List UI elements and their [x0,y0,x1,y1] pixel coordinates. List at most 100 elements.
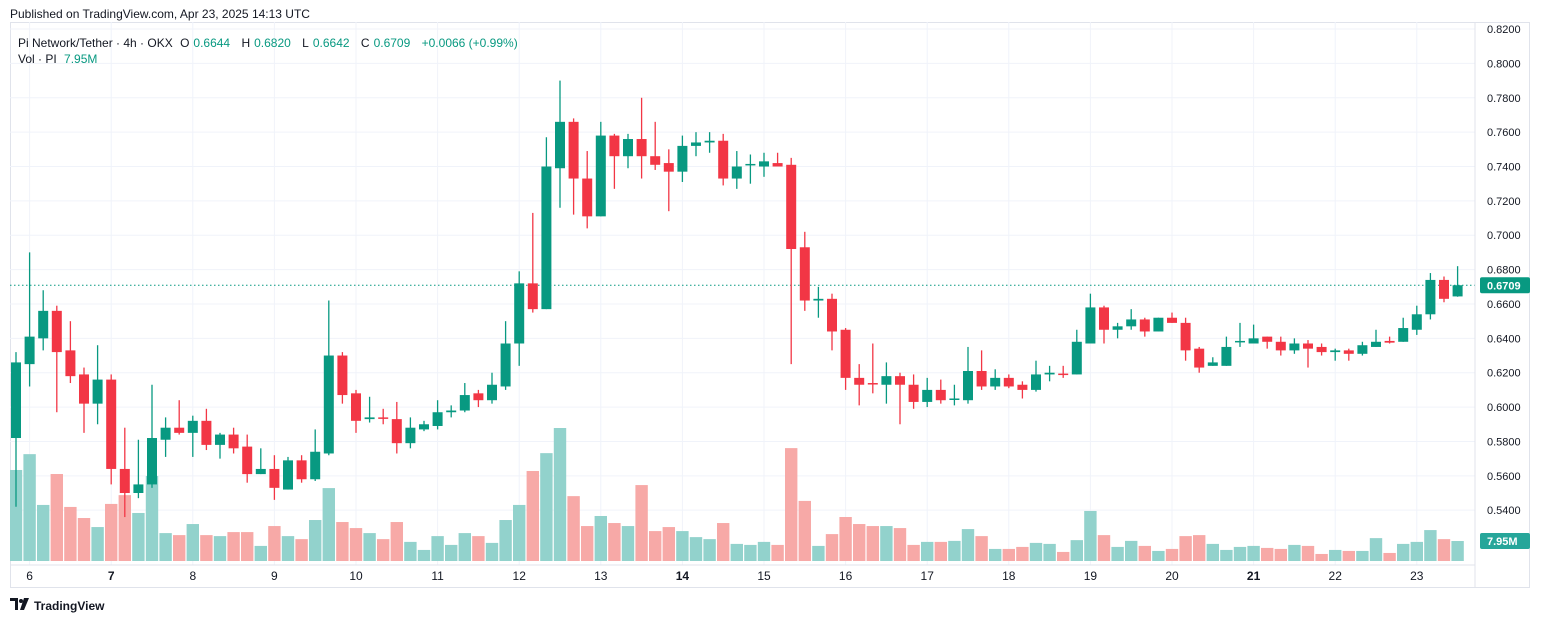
candle [609,133,620,189]
candle [568,118,579,215]
candle-body [1058,373,1069,376]
candle [636,97,647,179]
candle [595,121,606,217]
volume-bar [1097,535,1111,561]
candle [1289,338,1300,354]
volume-bar [1165,548,1179,561]
tradingview-footer[interactable]: TradingView [10,598,104,613]
candle-body [1452,285,1463,297]
candle [201,408,212,451]
candle [500,321,511,390]
candle [391,401,402,454]
candle-body [459,395,470,411]
volume-bar [1329,549,1342,561]
open-number: 0.6644 [193,36,231,50]
candle-body [527,283,538,310]
candle-body [745,163,756,166]
candle [1248,324,1259,344]
price-tick-label: 0.6400 [1487,333,1521,345]
candle [759,152,769,177]
volume-bar [336,522,349,561]
candle-body [623,139,633,157]
grid-lines [10,22,1475,565]
symbol-label[interactable]: Pi Network/Tether · 4h · OKX [18,36,173,50]
close-number: 0.6709 [373,36,411,50]
candle [65,321,76,384]
candlestick-chart[interactable]: 0.8200 0.8000 0.7800 0.7600 0.7400 0.7200 0.70… [10,22,1530,588]
candle [582,151,593,229]
volume-bar [1070,540,1083,561]
volume-bar [50,474,63,561]
published-caption: Published on TradingView.com, Apr 23, 20… [10,7,310,21]
price-tick-label: 0.7600 [1487,127,1521,139]
volume-bar [1084,510,1097,561]
candle-body [949,398,960,400]
candle-body [922,389,933,402]
volume-label[interactable]: Vol · PI [18,52,57,66]
volume-bar [322,488,335,561]
candle [1194,346,1205,373]
candle [691,132,701,157]
price-tick-label: 0.5800 [1487,436,1521,448]
candle-body [976,370,987,387]
candle [663,149,674,212]
candle-body [555,121,565,169]
price-tick-label: 0.8200 [1487,24,1521,36]
candle [405,417,416,449]
volume-bar [37,504,50,561]
candle [1384,336,1395,344]
volume-bar [363,533,376,561]
candle-body [718,140,729,179]
volume-bar [948,540,961,561]
candle-body [990,377,1001,387]
volume-bars [10,428,1464,561]
volume-bar [200,535,213,561]
time-tick-label: 19 [1084,569,1098,583]
candle [827,293,837,351]
open-label: O [180,36,190,50]
candle [337,352,348,404]
candle-body [677,145,688,172]
candle-body [854,377,865,385]
volume-bar [445,544,458,561]
volume-bar [1356,550,1369,561]
volume-bar [105,503,118,561]
candle [1017,381,1028,399]
price-axis: 0.8200 0.8000 0.7800 0.7600 0.7400 0.7200 0.70… [1474,22,1530,588]
volume-bar [662,527,675,561]
price-tick-label: 0.6800 [1487,265,1521,277]
candle-body [568,121,579,179]
time-tick-label: 16 [839,569,853,583]
candle [432,400,443,430]
candle [119,427,130,518]
volume-bar [458,533,471,561]
open-value: O 0.6644 [180,36,234,50]
last-price-badge [1480,277,1530,294]
candle [296,455,307,483]
volume-bar [1437,539,1451,561]
candle [908,374,919,409]
candle [323,300,334,456]
candle-body [704,140,715,143]
volume-bar [173,535,186,561]
price-tick-label: 0.7200 [1487,196,1521,208]
candle-body [487,384,497,401]
candle-body [1085,307,1096,344]
candle [133,439,144,499]
volume-bar [499,520,512,561]
close-value: C 0.6709 [361,36,414,50]
candle-body [691,142,701,146]
volume-bar [717,523,730,561]
candle-body [1235,340,1245,343]
volume-bar [1397,543,1410,561]
time-tick-label: 12 [513,569,527,583]
volume-bar [1220,549,1233,561]
time-tick-label: 21 [1247,569,1261,583]
candle-body [215,434,225,445]
volume-bar [1261,547,1274,561]
time-tick-label: 17 [921,569,935,583]
volume-bar [513,504,526,561]
volume-bar [1315,553,1328,561]
candle-body [582,178,593,217]
price-tick-label: 0.6600 [1487,299,1521,311]
